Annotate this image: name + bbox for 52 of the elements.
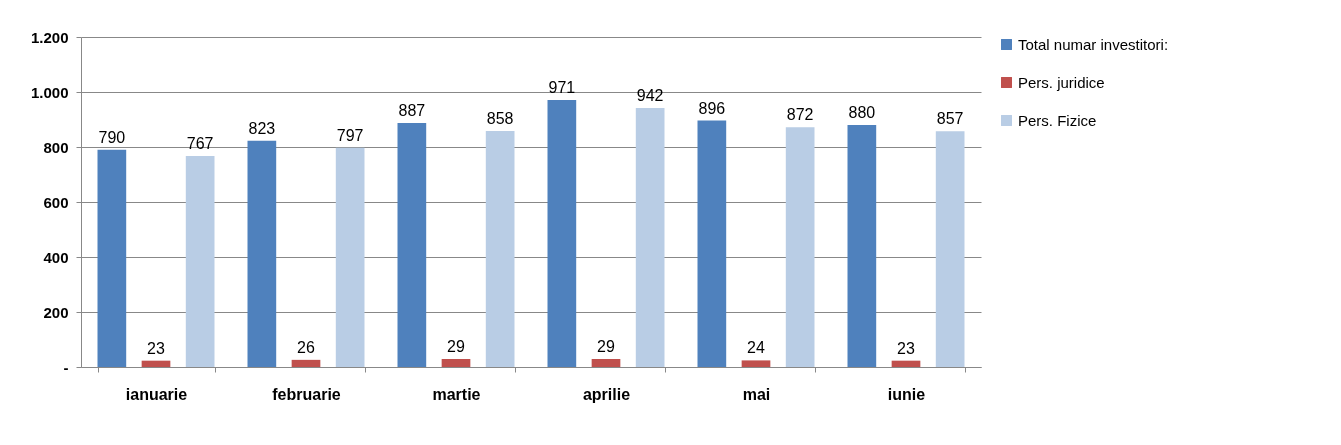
bar bbox=[547, 99, 577, 367]
y-tick-label: - bbox=[63, 358, 69, 376]
bar bbox=[847, 125, 877, 367]
bar bbox=[697, 120, 727, 367]
y-tick-label: 1.000 bbox=[30, 83, 69, 101]
data-label: 24 bbox=[747, 339, 765, 357]
bar bbox=[97, 149, 127, 367]
data-label: 797 bbox=[336, 126, 364, 144]
data-label: 942 bbox=[636, 86, 664, 104]
bar bbox=[185, 156, 215, 367]
bar bbox=[935, 131, 965, 367]
bar bbox=[591, 359, 621, 367]
bar bbox=[891, 360, 921, 367]
bar bbox=[785, 127, 815, 367]
data-label: 872 bbox=[786, 106, 814, 124]
bar bbox=[441, 359, 471, 367]
y-tick-label: 400 bbox=[43, 248, 69, 266]
legend-label: Pers. Fizice bbox=[1018, 111, 1097, 129]
data-label: 858 bbox=[486, 110, 514, 128]
bar bbox=[741, 360, 771, 367]
y-tick-label: 200 bbox=[43, 303, 69, 321]
bar bbox=[397, 123, 427, 367]
data-label: 767 bbox=[186, 135, 214, 153]
y-tick-label: 800 bbox=[43, 138, 69, 156]
data-label: 23 bbox=[147, 339, 165, 357]
data-label: 971 bbox=[548, 78, 576, 96]
data-label: 823 bbox=[248, 119, 276, 137]
y-tick-label: 1.200 bbox=[30, 28, 69, 46]
bar bbox=[247, 140, 277, 367]
bar bbox=[485, 131, 515, 367]
bar bbox=[335, 147, 365, 367]
x-tick-label: aprilie bbox=[582, 385, 631, 403]
data-label: 23 bbox=[897, 339, 915, 357]
data-label: 880 bbox=[848, 104, 876, 121]
data-label: 26 bbox=[297, 338, 315, 356]
bar bbox=[635, 107, 665, 367]
x-tick-label: iunie bbox=[887, 385, 926, 403]
legend-label: Pers. juridice bbox=[1018, 73, 1105, 91]
y-tick-label: 600 bbox=[43, 193, 69, 211]
bar bbox=[141, 360, 171, 367]
x-tick-label: mai bbox=[742, 385, 771, 403]
data-label: 857 bbox=[936, 110, 964, 128]
legend-label: Total numar investitori: bbox=[1018, 35, 1169, 53]
x-tick-label: ianuarie bbox=[125, 385, 188, 403]
data-label: 29 bbox=[597, 338, 615, 356]
data-label: 887 bbox=[398, 102, 426, 120]
data-label: 29 bbox=[447, 338, 465, 356]
x-tick-label: martie bbox=[432, 385, 481, 403]
x-tick-label: februarie bbox=[272, 385, 341, 403]
data-label: 896 bbox=[698, 99, 726, 117]
bar bbox=[291, 359, 321, 367]
data-label: 790 bbox=[98, 128, 126, 146]
